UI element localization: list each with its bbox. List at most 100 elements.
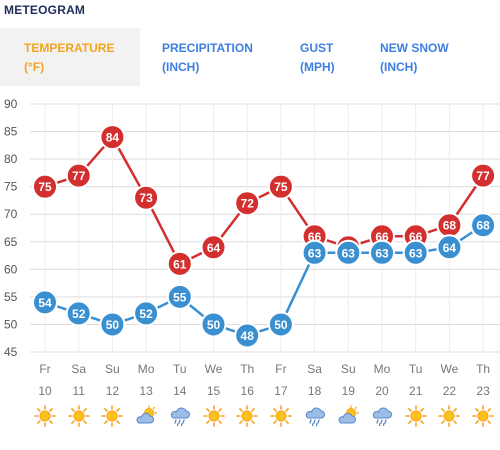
tab-temperature-label: TEMPERATURE — [24, 41, 115, 55]
y-tick-label: 90 — [4, 97, 18, 111]
low-temperature-point — [200, 311, 227, 338]
day-label: Mo — [374, 362, 391, 376]
low-temperature-point — [402, 239, 429, 266]
high-temperature-point — [200, 234, 227, 261]
low-temperature-point — [32, 289, 58, 316]
date-label: 13 — [139, 384, 153, 398]
date-label: 23 — [476, 384, 490, 398]
low-temperature-point — [65, 300, 92, 327]
date-label: 18 — [308, 384, 322, 398]
tab-gust[interactable]: GUST (MPH) — [300, 28, 360, 86]
low-temperature-value-label: 50 — [106, 318, 120, 332]
sun-icon — [101, 405, 124, 427]
low-temperature-value-label: 63 — [308, 246, 322, 260]
low-temperature-value-label: 54 — [38, 296, 52, 310]
day-label: Fr — [39, 362, 50, 376]
high-temperature-value-label: 75 — [274, 180, 288, 194]
low-temperature-value-label: 48 — [241, 329, 255, 343]
low-temperature-value-label: 68 — [476, 219, 490, 233]
date-label: 11 — [72, 384, 85, 398]
low-temperature-point — [470, 212, 497, 239]
y-tick-label: 65 — [4, 235, 18, 249]
high-temperature-point — [99, 124, 126, 151]
date-label: 21 — [409, 384, 423, 398]
rain-icon — [169, 405, 191, 427]
y-tick-label: 50 — [4, 317, 18, 331]
date-label: 19 — [342, 384, 356, 398]
tab-precipitation[interactable]: PRECIPITATION (INCH) — [162, 28, 282, 86]
low-temperature-value-label: 63 — [375, 246, 389, 260]
low-temperature-point — [99, 311, 126, 338]
low-temperature-point — [301, 239, 328, 266]
high-temperature-value-label: 61 — [173, 257, 187, 271]
sun-icon — [67, 405, 90, 427]
day-label: Fr — [275, 362, 286, 376]
day-label: Tu — [173, 362, 187, 376]
day-label: Th — [476, 362, 490, 376]
partly-cloudy-icon — [337, 405, 360, 427]
low-temperature-value-label: 63 — [342, 246, 356, 260]
page-title: METEOGRAM — [4, 3, 86, 17]
tab-precipitation-unit: (INCH) — [162, 60, 200, 74]
high-temperature-point — [267, 173, 294, 200]
tab-temperature-unit: (°F) — [24, 60, 45, 74]
high-temperature-value-label: 73 — [139, 191, 153, 205]
low-temperature-value-label: 63 — [409, 246, 423, 260]
day-label: Tu — [409, 362, 423, 376]
day-label: Su — [105, 362, 120, 376]
high-temperature-point — [32, 173, 58, 200]
date-label: 16 — [241, 384, 255, 398]
date-label: 22 — [443, 384, 457, 398]
high-temperature-point — [65, 162, 92, 189]
day-label: Mo — [138, 362, 155, 376]
sun-icon — [404, 405, 427, 427]
tab-new-snow[interactable]: NEW SNOW (INCH) — [380, 28, 480, 86]
y-tick-label: 70 — [4, 207, 18, 221]
tab-temperature[interactable]: TEMPERATURE (°F) — [0, 28, 140, 86]
partly-cloudy-icon — [135, 405, 158, 427]
low-temperature-value-label: 64 — [443, 241, 457, 255]
sun-icon — [438, 405, 461, 427]
y-tick-label: 45 — [4, 345, 18, 359]
high-temperature-point — [166, 250, 193, 277]
high-temperature-point — [470, 162, 497, 189]
date-label: 10 — [38, 384, 52, 398]
low-temperature-value-label: 52 — [139, 307, 153, 321]
date-label: 17 — [274, 384, 288, 398]
date-label: 12 — [106, 384, 120, 398]
day-label: We — [205, 362, 223, 376]
low-temperature-value-label: 55 — [173, 290, 187, 304]
day-label: We — [441, 362, 459, 376]
date-label: 20 — [375, 384, 389, 398]
low-temperature-value-label: 50 — [274, 318, 288, 332]
high-temperature-value-label: 68 — [443, 219, 457, 233]
day-label: Sa — [71, 362, 86, 376]
high-temperature-value-label: 77 — [72, 169, 86, 183]
low-temperature-point — [267, 311, 294, 338]
tab-new-snow-label: NEW SNOW — [380, 41, 449, 55]
low-temperature-point — [436, 234, 463, 261]
low-temperature-value-label: 52 — [72, 307, 86, 321]
y-tick-label: 55 — [4, 290, 18, 304]
metric-tabs: TEMPERATURE (°F) PRECIPITATION (INCH) GU… — [0, 28, 500, 86]
tab-precipitation-label: PRECIPITATION — [162, 41, 253, 55]
tab-gust-unit: (MPH) — [300, 60, 335, 74]
y-tick-label: 75 — [4, 180, 18, 194]
y-tick-label: 80 — [4, 152, 18, 166]
sun-icon — [472, 405, 494, 427]
high-temperature-point — [133, 184, 160, 211]
day-label: Su — [341, 362, 356, 376]
sun-icon — [270, 405, 292, 427]
high-temperature-value-label: 75 — [38, 180, 52, 194]
y-tick-label: 85 — [4, 125, 18, 139]
tab-new-snow-unit: (INCH) — [380, 60, 418, 74]
low-temperature-point — [369, 239, 395, 266]
sun-icon — [236, 405, 258, 427]
rain-icon — [371, 405, 393, 427]
sun-icon — [202, 405, 225, 427]
day-label: Sa — [307, 362, 322, 376]
high-temperature-value-label: 72 — [241, 197, 255, 211]
low-temperature-point — [234, 322, 261, 349]
low-temperature-point — [335, 239, 362, 266]
